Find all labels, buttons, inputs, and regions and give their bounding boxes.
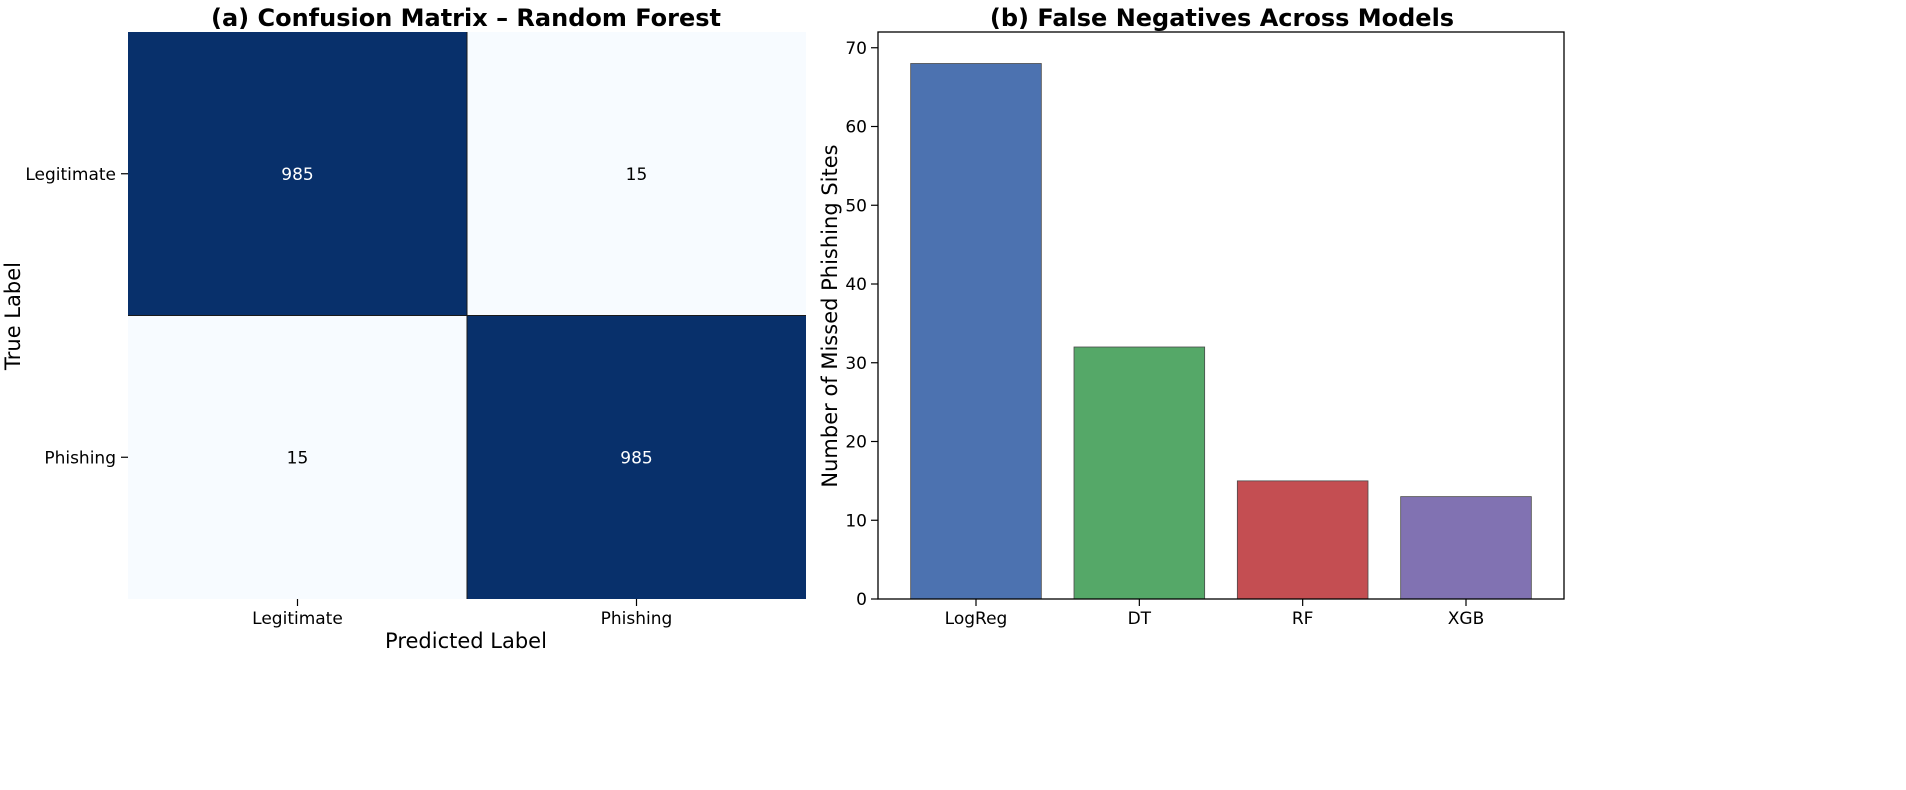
x-tick-label: LogReg [945,609,1008,629]
confusion-matrix-y-label: True Label [1,262,25,371]
y-tick-label: Legitimate [25,165,116,185]
x-tick-label: Phishing [601,609,673,629]
y-tick-label: 50 [845,196,867,216]
heatmap-cell [467,315,806,599]
heatmap-cell-label: 15 [626,165,648,185]
heatmap-cell-label: 985 [620,448,652,468]
y-tick-label: 0 [856,590,867,610]
bar-chart-title: (b) False Negatives Across Models [990,4,1454,32]
bar-rf [1236,480,1369,600]
confusion-matrix-x-label: Predicted Label [385,629,547,653]
bar-chart-x-ticks: LogReg DT RF XGB [945,599,1484,629]
plot-frame [877,31,1565,600]
false-negatives-panel: (b) False Negatives Across Models 0 10 20 3… [818,4,1565,629]
bar-dt [1073,346,1206,600]
confusion-matrix-y-ticks: Legitimate Phishing [25,165,128,468]
x-tick-label: DT [1128,609,1152,629]
y-tick-label: 20 [845,433,867,453]
confusion-matrix-title: (a) Confusion Matrix – Random Forest [211,4,721,32]
y-tick-label: 30 [845,354,867,374]
y-tick-label: 60 [845,118,867,138]
y-tick-label: 40 [845,275,867,295]
bar-chart-bars [910,63,1532,600]
x-tick-label: Legitimate [252,609,343,629]
y-tick-label: 70 [845,39,867,59]
x-tick-label: RF [1292,609,1314,629]
bar-chart-y-ticks: 0 10 20 30 40 50 60 70 [845,39,878,610]
y-tick-label: Phishing [44,448,116,468]
y-tick-label: 10 [845,511,867,531]
x-tick-label: XGB [1448,609,1484,629]
heatmap-cell [128,315,467,599]
heatmap-cell [128,32,467,316]
confusion-matrix-cells: 985 15 15 985 [128,32,806,599]
heatmap-cell-label: 15 [287,448,309,468]
heatmap-cell-label: 985 [281,165,313,185]
confusion-matrix-panel: (a) Confusion Matrix – Random Forest 985… [1,4,806,653]
heatmap-cell [467,32,806,316]
bar-logreg [910,63,1042,600]
confusion-matrix-x-ticks: Legitimate Phishing [252,599,672,629]
bar-chart-y-label: Number of Missed Phishing Sites [818,144,842,487]
bar-chart-axes [877,31,1565,600]
bar-xgb [1400,496,1532,600]
